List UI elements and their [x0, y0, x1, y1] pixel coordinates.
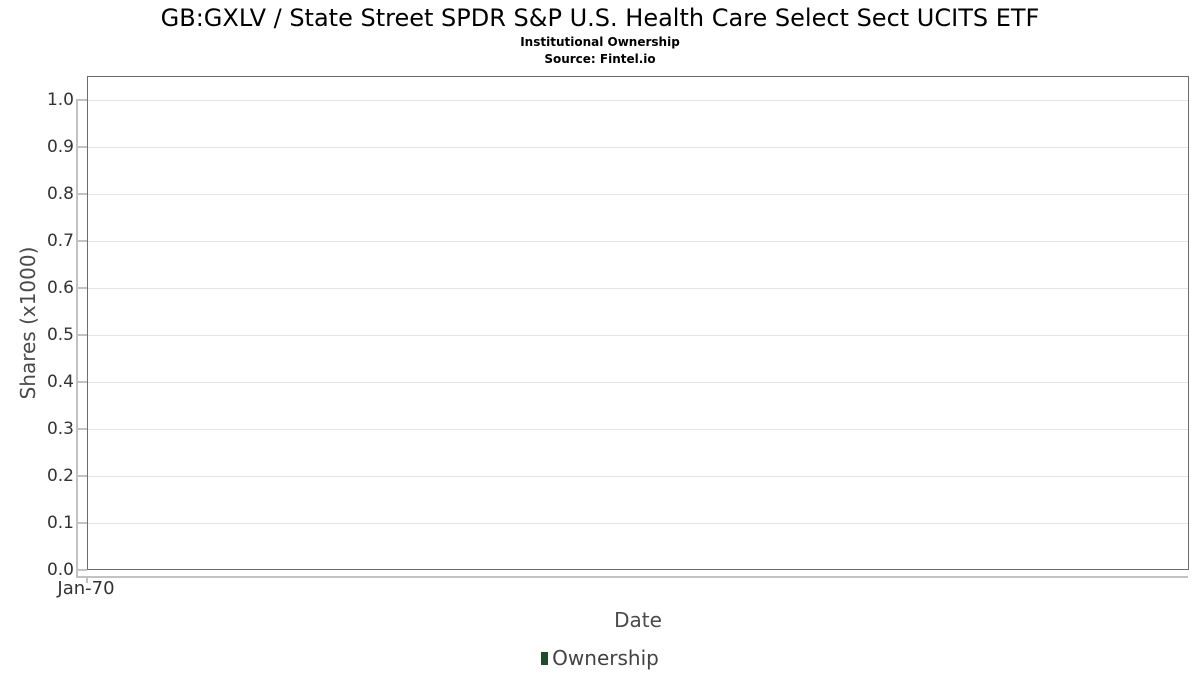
y-axis-tick-label: 0.0	[46, 560, 74, 580]
chart-subtitle: Institutional Ownership	[520, 35, 680, 49]
chart-source: Source: Fintel.io	[544, 52, 656, 66]
y-axis-title: Shares (x1000)	[16, 246, 40, 400]
legend-item-ownership[interactable]: Ownership	[541, 646, 659, 670]
y-axis-tick-mark	[76, 381, 87, 383]
x-axis-tick-label: Jan-70	[57, 578, 115, 599]
y-axis-tick-mark	[76, 569, 87, 571]
y-axis-tick-label: 0.8	[46, 184, 74, 204]
y-axis-tick-mark	[76, 334, 87, 336]
y-axis-tick-label: 0.9	[46, 137, 74, 157]
y-axis-tick-label: 0.5	[46, 325, 74, 345]
y-axis-tick-mark	[76, 475, 87, 477]
y-axis-tick-mark	[76, 287, 87, 289]
y-axis-tick-label: 0.6	[46, 278, 74, 298]
y-axis-tick-mark	[76, 522, 87, 524]
y-axis-tick-mark	[76, 146, 87, 148]
legend-item-label: Ownership	[552, 646, 659, 670]
y-axis-tick-label: 0.7	[46, 231, 74, 251]
y-axis-tick-label: 0.4	[46, 372, 74, 392]
gridline	[88, 429, 1188, 430]
y-axis-line	[76, 100, 78, 577]
plot-area	[87, 76, 1189, 570]
gridline	[88, 335, 1188, 336]
gridline	[88, 523, 1188, 524]
y-axis-tick-label: 0.1	[46, 513, 74, 533]
gridline	[88, 147, 1188, 148]
x-axis-title: Date	[614, 608, 662, 632]
y-axis-tick-label: 0.2	[46, 466, 74, 486]
y-axis-tick-mark	[76, 99, 87, 101]
x-axis-tick-mark	[86, 577, 88, 583]
gridline	[88, 476, 1188, 477]
y-axis-tick-mark	[76, 428, 87, 430]
y-axis-tick-label: 0.3	[46, 419, 74, 439]
gridline	[88, 100, 1188, 101]
legend: Ownership	[0, 645, 1200, 671]
gridline	[88, 288, 1188, 289]
y-axis-tick-label: 1.0	[46, 90, 74, 110]
y-axis-tick-mark	[76, 240, 87, 242]
y-axis-tick-mark	[76, 193, 87, 195]
x-axis-line	[76, 576, 1188, 578]
chart-title: GB:GXLV / State Street SPDR S&P U.S. Hea…	[160, 4, 1040, 32]
gridline	[88, 241, 1188, 242]
gridline	[88, 382, 1188, 383]
gridline	[88, 194, 1188, 195]
legend-marker-icon	[541, 651, 549, 665]
